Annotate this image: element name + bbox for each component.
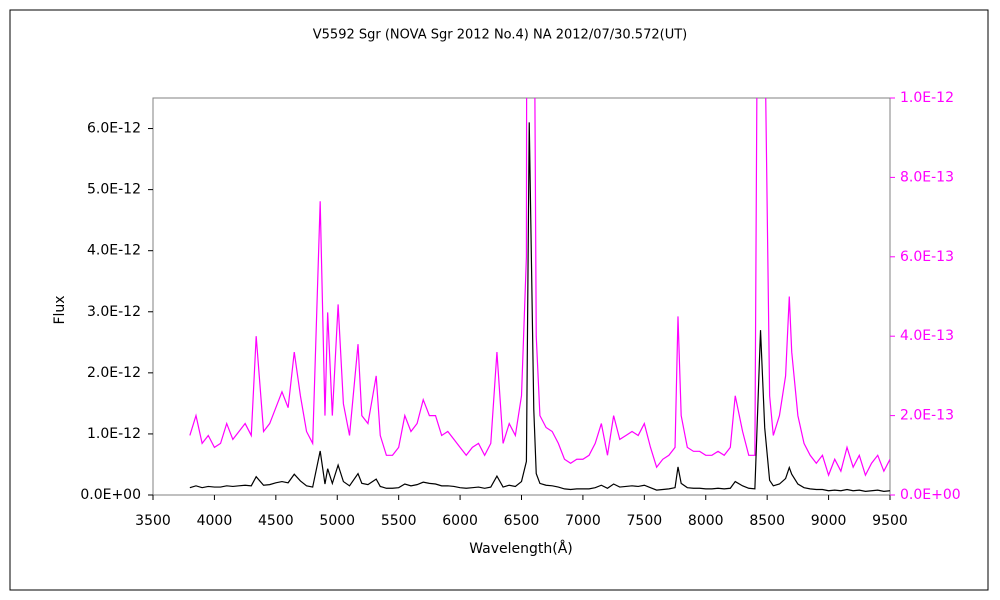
x-tick-label: 7500 <box>627 513 663 529</box>
y-tick-label: 1.0E-12 <box>87 426 141 442</box>
x-tick-label: 8000 <box>688 513 724 529</box>
y2-tick-label: 2.0E-13 <box>900 408 954 424</box>
plot-series <box>189 98 890 492</box>
x-tick-label: 4000 <box>197 513 233 529</box>
x-tick-label: 6000 <box>442 513 478 529</box>
chart-frame <box>9 9 989 591</box>
y2-tick-label: 8.0E-13 <box>900 169 954 185</box>
x-tick-label: 8500 <box>749 513 785 529</box>
y2-tick-label: 4.0E-13 <box>900 328 954 344</box>
y-tick-label: 0.0E+00 <box>80 487 141 503</box>
x-tick-label: 7000 <box>565 513 601 529</box>
y-tick-label: 5.0E-12 <box>87 182 141 198</box>
chart-title: V5592 Sgr (NOVA Sgr 2012 No.4) NA 2012/0… <box>313 28 687 43</box>
series-line <box>189 122 890 492</box>
y-tick-label: 3.0E-12 <box>87 304 141 320</box>
x-tick-label: 9000 <box>811 513 847 529</box>
x-axis-label: Wavelength(Å) <box>469 540 573 557</box>
y-tick-label: 6.0E-12 <box>87 121 141 137</box>
x-tick-label: 3500 <box>135 513 171 529</box>
x-tick-label: 5500 <box>381 513 417 529</box>
x-tick-label: 6500 <box>504 513 540 529</box>
y-tick-label: 4.0E-12 <box>87 243 141 259</box>
y-axis-label: Flux <box>52 295 68 324</box>
x-tick-label: 9500 <box>872 513 908 529</box>
x-tick-label: 5000 <box>319 513 355 529</box>
series-line <box>189 98 890 477</box>
y2-tick-label: 1.0E-12 <box>900 90 954 106</box>
x-tick-label: 4500 <box>258 513 294 529</box>
y-tick-label: 2.0E-12 <box>87 365 141 381</box>
y2-tick-label: 0.0E+00 <box>900 487 961 503</box>
y2-tick-label: 6.0E-13 <box>900 249 954 265</box>
